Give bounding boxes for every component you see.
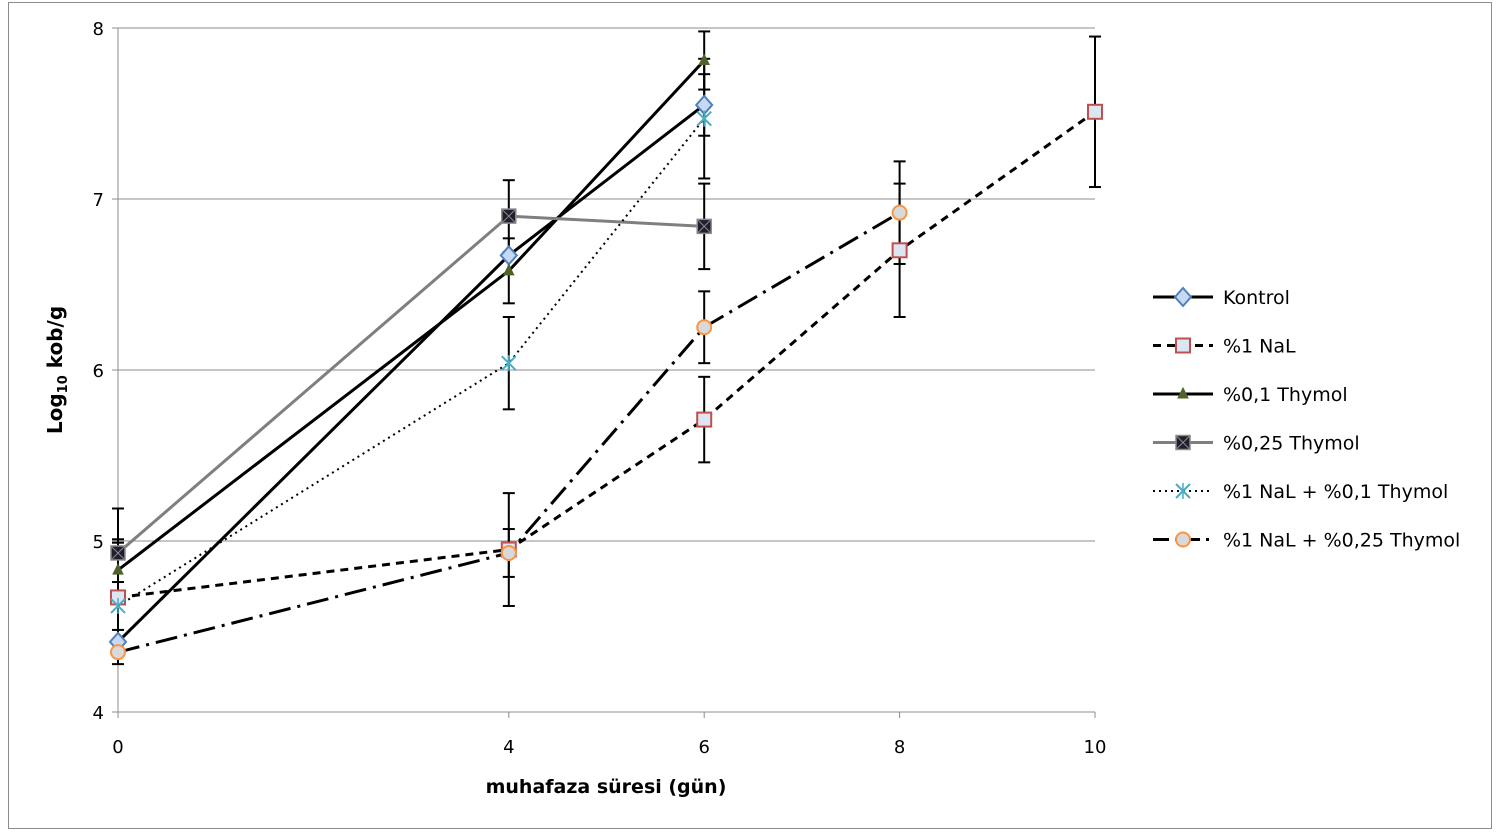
y-axis-label-subscript: 10 [56, 375, 71, 393]
x-tick-label: 6 [698, 737, 709, 758]
data-point [698, 53, 711, 65]
legend-marker [1175, 483, 1191, 499]
data-point [502, 263, 515, 276]
data-point [891, 204, 908, 221]
legend-label: %1 NaL + %0,1 Thymol [1223, 481, 1448, 503]
legend-marker [1177, 386, 1189, 399]
y-tick-label: 5 [93, 532, 104, 553]
data-point [500, 544, 517, 561]
legend-marker [1173, 286, 1193, 308]
legend-marker [1175, 337, 1191, 354]
y-axis-label: Log10 kob/g [43, 306, 71, 434]
data-point [501, 208, 517, 224]
legend-label: %1 NaL [1223, 336, 1296, 358]
x-tick-label: 4 [503, 737, 514, 758]
legend-entry: %1 NaL [1153, 336, 1296, 358]
legend-marker [1175, 434, 1191, 451]
y-tick-label: 7 [93, 190, 104, 211]
data-point [696, 218, 712, 235]
series-line [117, 118, 705, 607]
data-point [112, 562, 124, 575]
y-axis-label-prefix: Log [43, 393, 67, 434]
legend-label: Kontrol [1223, 287, 1290, 309]
y-axis-label-suffix: kob/g [43, 306, 67, 375]
legend-label: %1 NaL + %0,25 Thymol [1223, 530, 1460, 552]
axes [112, 27, 1096, 718]
series-line [117, 59, 706, 572]
data-point [501, 355, 517, 372]
y-tick-label: 4 [93, 703, 104, 724]
legend-label: %0,1 Thymol [1223, 384, 1348, 406]
series-line [117, 110, 1096, 599]
legend-entry: %1 NaL + %0,1 Thymol [1153, 481, 1448, 503]
chart-frame [8, 2, 1492, 829]
data-point [110, 644, 126, 661]
legend-label: %0,25 Thymol [1223, 433, 1360, 455]
data-point [696, 110, 712, 127]
error-bars [112, 30, 1101, 666]
series-lines [116, 59, 1096, 654]
legend-marker [1175, 531, 1191, 548]
legend-entry: %0,25 Thymol [1153, 433, 1360, 455]
series-markers [108, 53, 1103, 661]
x-axis-label: muhafaza süresi (gün) [486, 776, 727, 798]
series-line [117, 211, 901, 654]
legend-entry: %1 NaL + %0,25 Thymol [1153, 530, 1460, 552]
y-tick-label: 8 [93, 19, 104, 40]
x-tick-label: 8 [894, 737, 905, 758]
x-tick-label: 10 [1084, 737, 1107, 758]
x-tick-label: 0 [112, 737, 123, 758]
legend: Kontrol %1 NaL %0,1 Thymol %0,25 Thymol %1 N… [1153, 286, 1460, 552]
data-point [891, 242, 908, 259]
legend-entry: %0,1 Thymol [1153, 384, 1348, 406]
data-point [696, 319, 713, 336]
y-tick-label: 6 [93, 361, 104, 382]
data-point [696, 411, 713, 428]
data-point [110, 545, 126, 561]
legend-entry: Kontrol [1153, 286, 1290, 309]
data-point [110, 597, 126, 614]
gridlines [118, 27, 1095, 542]
data-point [1087, 103, 1103, 120]
